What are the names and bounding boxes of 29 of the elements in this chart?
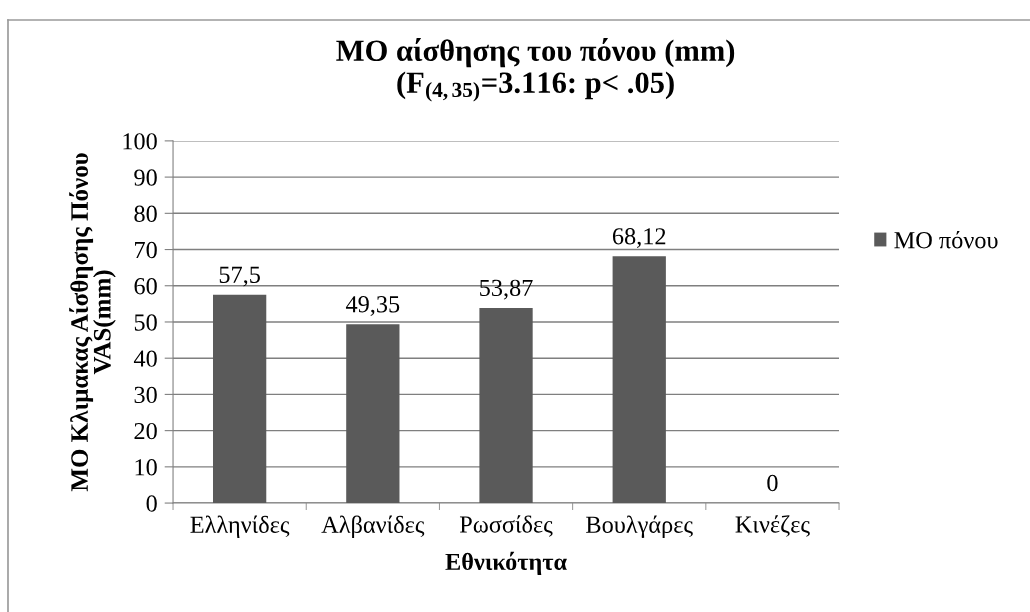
y-tick-label: 40 <box>133 350 157 367</box>
data-label: 53,87 <box>480 279 533 300</box>
y-tick-label: 70 <box>135 241 157 259</box>
data-label: 68,12 <box>612 228 666 248</box>
y-axis-title: ΜΟ Κλιμακας Αίσθησης Πόνου VAS(mm) <box>69 153 116 492</box>
legend-label: ΜΟ πόνου <box>894 231 998 249</box>
y-tick-label: 50 <box>134 314 157 331</box>
bar <box>346 324 400 504</box>
x-tick-label: Ρωσσίδες <box>459 515 553 537</box>
y-tick-label: 90 <box>134 169 157 186</box>
chart-title: ΜΟ αίσθησης του πόνου (mm) (F$_{(4,35)}$=3.116: p< .05) <box>336 38 735 102</box>
y-tick-label: 30 <box>134 386 157 404</box>
bar <box>213 294 267 504</box>
y-tick-label: 80 <box>134 205 157 222</box>
y-tick-label: 10 <box>135 459 157 476</box>
y-tick-label: 20 <box>134 422 157 440</box>
y-tick-label: 100 <box>123 133 157 150</box>
y-tick-label: 0 <box>146 495 157 512</box>
x-tick-label: Ελληνίδες <box>190 515 290 538</box>
bar <box>612 256 666 504</box>
x-tick-label: Βουλγάρες <box>586 515 693 538</box>
x-tick-label: Κινέζες <box>735 515 810 537</box>
x-axis-title: Εθνικότητα <box>445 551 567 576</box>
data-label: 0 <box>767 474 778 492</box>
x-tick-label: Αλβανίδες <box>321 515 425 538</box>
data-label: 57,5 <box>219 266 260 287</box>
bar <box>479 307 533 504</box>
y-tick-label: 60 <box>134 278 157 295</box>
data-label: 49,35 <box>345 296 400 316</box>
